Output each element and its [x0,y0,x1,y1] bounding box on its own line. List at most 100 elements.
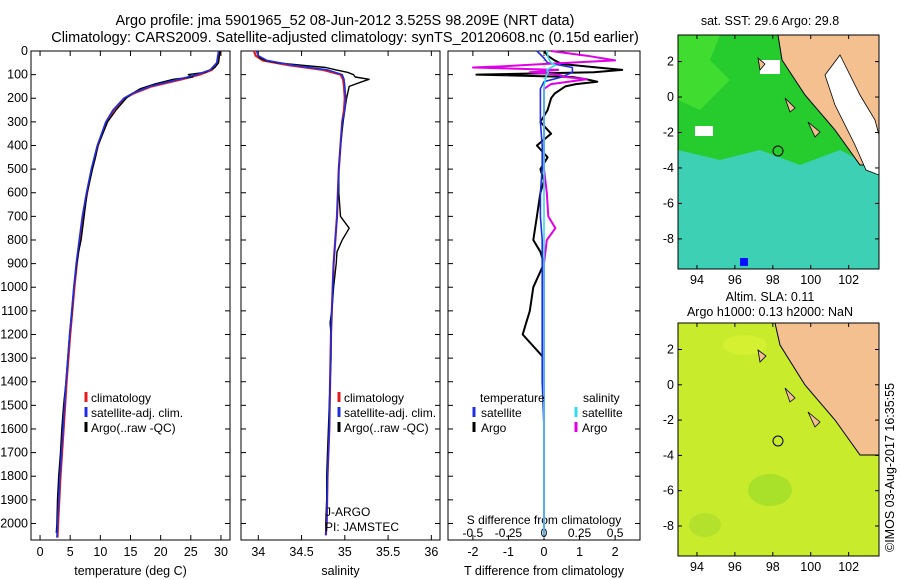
y-tick-label: 2000 [0,516,28,530]
legend-argo-label: Argo(..raw -QC) [91,421,176,435]
island [784,387,796,403]
y-tick-label: 1800 [0,469,28,483]
sla-map-title-line2: Argo h1000: 0.13 h2000: NaN [687,305,853,319]
panel-frame [30,50,231,541]
x-tick-label: 25 [184,545,198,559]
legend-argo-label: Argo(..raw -QC) [344,421,429,435]
sla-map-anomaly [689,513,721,537]
y-tick-label: 1400 [0,375,28,389]
sst-map-cold-pixel [740,258,748,266]
salinity-panel-legend: climatology satellite-adj. clim. Argo(..… [325,391,436,534]
panel-frame [240,50,441,541]
map-x-tick-label: 98 [766,560,780,574]
legend-satellite-label: satellite-adj. clim. [344,406,436,420]
map-y-tick-label: 2 [667,342,674,356]
sla-map-axis-ticks: 94 96 98 100 102 2 0 -2 -4 -6 -8 [663,323,879,574]
y-tick-label: 600 [7,186,28,200]
map-y-tick-label: -4 [663,448,674,462]
series-line-argo-raw-qc- [55,51,221,533]
x-tick-label: 2 [612,545,619,559]
sst-map: sat. SST: 29.6 Argo: 29.8 94 96 98 100 102 2 0… [663,14,880,287]
series-line-salinity-satellite [543,50,557,536]
legend-sal-satellite-label: satellite [582,406,623,420]
map-x-tick-label: 94 [690,560,704,574]
y-tick-label: 1900 [0,493,28,507]
jargo-annotation: J-ARGO [325,505,370,519]
y-tick-label: 1700 [0,446,28,460]
map-y-tick-label: 0 [667,90,674,104]
map-y-tick-label: -2 [663,126,674,140]
pi-annotation: PI: JAMSTEC [325,520,399,534]
map-y-tick-label: -6 [663,484,674,498]
map-x-tick-label: 96 [728,560,742,574]
map-x-tick-label: 96 [728,273,742,287]
island [807,121,821,138]
sst-map-title: sat. SST: 29.6 Argo: 29.8 [701,14,839,28]
legend-climatology-label: climatology [344,391,404,405]
series-line-satellite-adj-clim- [255,50,347,536]
sst-map-axis-ticks: 94 96 98 100 102 2 0 -2 -4 -6 -8 [663,35,879,287]
sst-map-frame [677,34,880,270]
x-tick-label: 34.5 [289,545,313,559]
legend-sal-argo-label: Argo [582,421,608,435]
x-tick-label: -2 [467,545,478,559]
x-tick-label: 0 [37,545,44,559]
x-tick-label: 15 [124,545,138,559]
x-tick-label: 36 [424,545,438,559]
series-line-satellite-adj-clim- [56,50,220,538]
x-tick-label: 20 [154,545,168,559]
sla-map-frame [677,322,880,557]
y-tick-label: 0 [21,44,28,58]
y-tick-label: 300 [7,115,28,129]
figure-title-line1: Argo profile: jma 5901965_52 08-Jun-2012… [116,13,575,29]
sumatra-land [774,323,879,456]
y-tick-label: 1500 [0,398,28,412]
map-x-tick-label: 100 [800,560,821,574]
sst-map-cool-patch [678,35,730,110]
map-x-tick-label: 94 [690,273,704,287]
profile-panel-1: 34 34.5 35 35.5 36 salinity [240,50,441,578]
x-tick-label: 35.5 [376,545,400,559]
x-tick-label: 34 [251,545,265,559]
temperature-panel-legend: climatology satellite-adj. clim. Argo(..… [84,391,183,435]
x-tick-label: 10 [93,545,107,559]
map-x-tick-label: 102 [838,273,859,287]
island [757,56,766,71]
x-tick-label: 1 [576,545,583,559]
legend-satellite-label: satellite-adj. clim. [91,406,183,420]
x-tick-label: -1 [503,545,514,559]
map-y-tick-label: 2 [667,55,674,69]
legend-climatology-label: climatology [91,391,151,405]
island [757,349,767,363]
y-tick-label: 700 [7,209,28,223]
sst-map-coastal-cloud [824,54,879,176]
map-x-tick-label: 100 [800,273,821,287]
y-tick-label: 1200 [0,327,28,341]
y-tick-label: 500 [7,162,28,176]
map-y-tick-label: -6 [663,196,674,210]
y-tick-label: 1100 [1,304,28,318]
legend-temperature-heading: temperature [480,391,545,405]
top-tick-label: 0.5 [607,526,624,540]
sla-map-title-line1: Altim. SLA: 0.11 [726,290,815,304]
y-tick-label: 1000 [0,280,28,294]
argo-float-position-marker [772,435,784,447]
x-tick-label: 35 [338,545,352,559]
x-axis-label: salinity [321,564,360,578]
y-tick-label: 400 [7,138,28,152]
profile-panel-0: 0 5 10 15 20 25 30 temperature (deg C) 0 100 200 30… [0,44,231,578]
map-y-tick-label: -4 [663,161,674,175]
island [784,97,796,113]
map-y-tick-label: -8 [663,519,674,533]
x-tick-label: 5 [67,545,74,559]
island [807,411,821,428]
legend-temp-satellite-label: satellite [481,406,522,420]
top-tick-label: -0.5 [463,526,484,540]
sst-map-warm-patch [678,150,879,269]
sla-map-anomaly [723,335,767,355]
legend-temp-argo-label: Argo [481,421,507,435]
x-tick-label: 30 [214,545,228,559]
y-tick-label: 1300 [0,351,28,365]
